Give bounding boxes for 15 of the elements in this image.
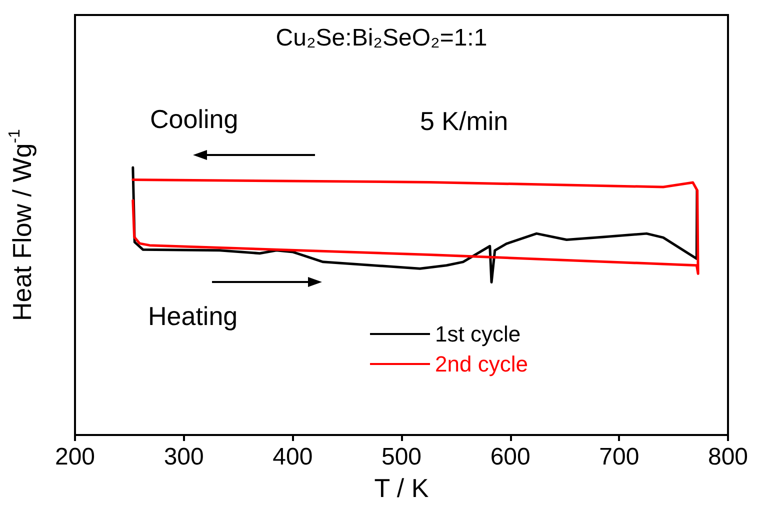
y-axis-title: Heat Flow / Wg-1 bbox=[6, 128, 37, 321]
legend-label: 1st cycle bbox=[435, 322, 521, 346]
text: 5 K/min bbox=[420, 106, 508, 136]
text: Cooling bbox=[150, 104, 238, 134]
x-tick-label: 700 bbox=[599, 444, 640, 470]
x-tick-label: 600 bbox=[490, 444, 530, 470]
x-tick-label: 300 bbox=[164, 444, 204, 470]
legend-label: 2nd cycle bbox=[435, 352, 528, 376]
x-tick-label: 200 bbox=[54, 444, 96, 470]
x-tick-label: 800 bbox=[708, 444, 748, 470]
x-tick-label: 400 bbox=[272, 444, 313, 470]
annotation: Heating bbox=[148, 301, 238, 331]
x-axis-title: T / K bbox=[374, 473, 430, 503]
x-tick-label: 500 bbox=[381, 444, 422, 470]
chart-title: Cu₂Se:Bi₂SeO₂=1:1 bbox=[276, 24, 488, 52]
